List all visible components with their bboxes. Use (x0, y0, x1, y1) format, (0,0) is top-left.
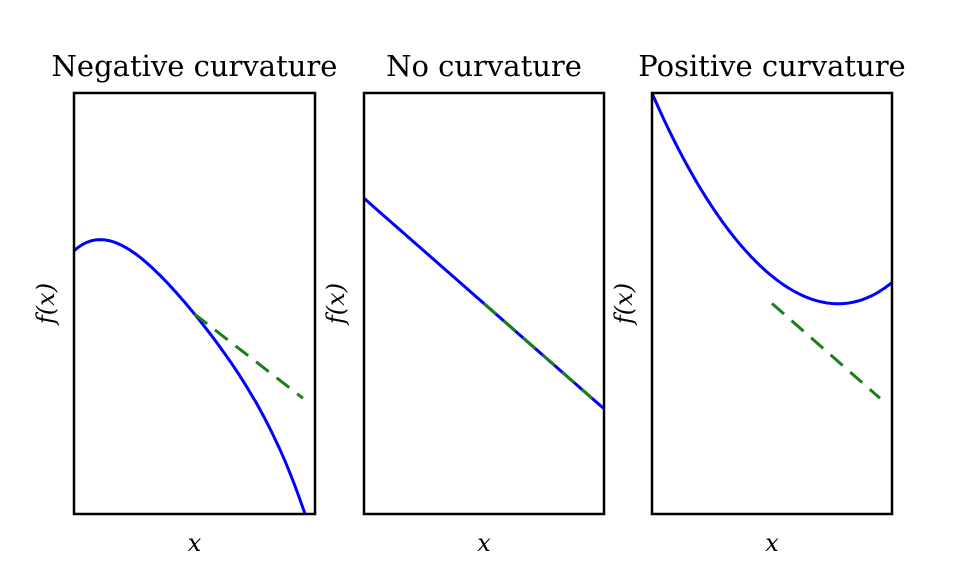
panel-title-negative: Negative curvature (52, 49, 338, 83)
function-curve-positive (652, 93, 892, 306)
panel-title-none: No curvature (386, 49, 582, 83)
x-axis-label-positive: x (765, 529, 779, 557)
x-axis-label-negative: x (188, 529, 202, 557)
x-axis-label-none: x (477, 529, 491, 557)
panel-none: No curvature x f(x) (322, 49, 606, 557)
plot-frame-none (362, 91, 606, 516)
y-axis-label-none: f(x) (322, 283, 350, 326)
tangent-line-none (483, 302, 593, 400)
tangent-line-negative (193, 312, 304, 400)
panel-title-positive: Positive curvature (638, 49, 905, 83)
plot-frame-positive (650, 91, 894, 516)
y-axis-label-positive: f(x) (610, 283, 638, 326)
y-axis-label-negative: f(x) (32, 283, 60, 326)
function-curve-negative (74, 238, 307, 514)
plot-frame-negative (72, 91, 317, 516)
tangent-line-positive (771, 302, 881, 400)
panel-positive: Positive curvature x f(x) (610, 49, 906, 557)
panel-negative: Negative curvature x f(x) (32, 49, 337, 557)
